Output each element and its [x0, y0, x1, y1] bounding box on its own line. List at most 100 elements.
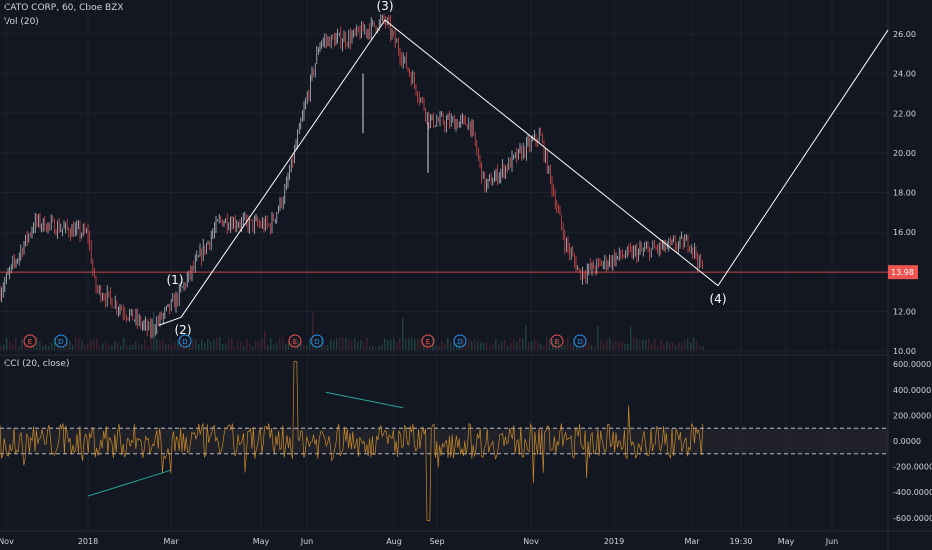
volume-bar	[495, 339, 497, 350]
volume-bar	[624, 344, 626, 350]
volume-bar	[243, 346, 245, 350]
dividend-marker	[310, 334, 324, 348]
volume-bar	[309, 337, 311, 350]
volume-bar	[507, 346, 509, 350]
volume-bar	[510, 342, 512, 350]
dividend-marker	[178, 334, 192, 348]
volume-bar	[408, 338, 410, 350]
volume-bar	[90, 340, 92, 350]
volume-bar	[132, 344, 134, 350]
volume-bar	[690, 342, 692, 350]
volume-bar	[462, 338, 464, 350]
volume-bar	[141, 344, 143, 350]
candles	[0, 13, 703, 339]
volume-bar	[498, 344, 500, 350]
volume-bar	[369, 346, 371, 350]
volume-bar	[675, 345, 677, 350]
volume-bar	[381, 344, 383, 350]
elliott-wave-line	[158, 316, 182, 326]
volume-bar	[390, 339, 392, 350]
volume-bar	[165, 344, 167, 350]
y-tick-label: 26.00	[893, 30, 916, 39]
volume-bar	[549, 338, 551, 350]
volume-bar	[240, 341, 242, 350]
earnings-marker	[288, 334, 302, 348]
volume-bar	[630, 326, 632, 350]
wave-label: (2)	[175, 323, 192, 337]
volume-bar	[651, 344, 653, 350]
volume-bar	[354, 337, 356, 350]
volume-bar	[336, 338, 338, 350]
volume-bar	[276, 343, 278, 350]
volume-bar	[216, 337, 218, 350]
volume-bar	[606, 339, 608, 350]
event-label: E	[28, 338, 32, 346]
volume-bar	[543, 346, 545, 350]
volume-bar	[594, 345, 596, 350]
volume-bar	[258, 341, 260, 350]
volume-bar	[444, 343, 446, 350]
volume-bar	[60, 345, 62, 350]
dividend-marker	[573, 334, 587, 348]
volume-bar	[153, 311, 155, 350]
volume-bar	[99, 346, 101, 350]
volume-bar	[576, 345, 578, 350]
volume-bar	[516, 341, 518, 350]
volume-bar	[246, 338, 248, 350]
volume-bar	[159, 340, 161, 350]
volume-bar	[15, 337, 17, 350]
volume-bar	[333, 340, 335, 350]
volume-bar	[306, 345, 308, 350]
volume-bar	[135, 341, 137, 350]
volume-bar	[681, 342, 683, 350]
volume-bar	[75, 337, 77, 350]
event-label: D	[314, 338, 319, 346]
volume-bar	[204, 342, 206, 350]
volume-bar	[468, 338, 470, 350]
volume-bar	[687, 339, 689, 350]
volume-bar	[480, 342, 482, 350]
volume-bar	[678, 342, 680, 350]
volume-bar	[210, 342, 212, 350]
volume-bar	[42, 346, 44, 350]
volume-bar	[102, 343, 104, 350]
volume-bar	[339, 338, 341, 350]
volume-bar	[183, 342, 185, 350]
volume-bar	[483, 342, 485, 350]
volume-bar	[348, 338, 350, 350]
volume-bar	[645, 340, 647, 350]
volume-bar	[294, 340, 296, 350]
volume-bar	[534, 339, 536, 350]
volume-bar	[540, 343, 542, 350]
cci-tick-label: -600.0000	[893, 514, 932, 523]
x-tick-label: 2019	[604, 537, 624, 546]
volume-bar	[255, 340, 257, 350]
volume-bar	[564, 345, 566, 350]
divergence-line	[87, 469, 171, 497]
wave-label: (3)	[377, 0, 394, 13]
volume-bar	[537, 340, 539, 350]
volume-bar	[156, 338, 158, 350]
volume-bar	[261, 338, 263, 350]
cci-tick-label: 600.0000	[893, 360, 931, 369]
volume-bar	[519, 337, 521, 350]
volume-bar	[525, 325, 527, 350]
volume-bar	[0, 346, 2, 350]
volume-bar	[417, 338, 419, 350]
volume-bar	[567, 337, 569, 350]
volume-bar	[657, 345, 659, 350]
volume-bar	[192, 338, 194, 350]
volume-bar	[615, 340, 617, 350]
volume-bar	[45, 344, 47, 350]
volume-bar	[177, 340, 179, 350]
x-tick-label: Nov	[0, 537, 14, 546]
volume-bar	[207, 338, 209, 350]
volume-bar	[129, 344, 131, 350]
volume-bar	[213, 339, 215, 350]
volume-bar	[282, 337, 284, 350]
volume-bar	[528, 342, 530, 350]
divergence-line	[325, 391, 404, 409]
volume-bar	[171, 345, 173, 350]
x-tick-label: Jun	[300, 537, 314, 546]
